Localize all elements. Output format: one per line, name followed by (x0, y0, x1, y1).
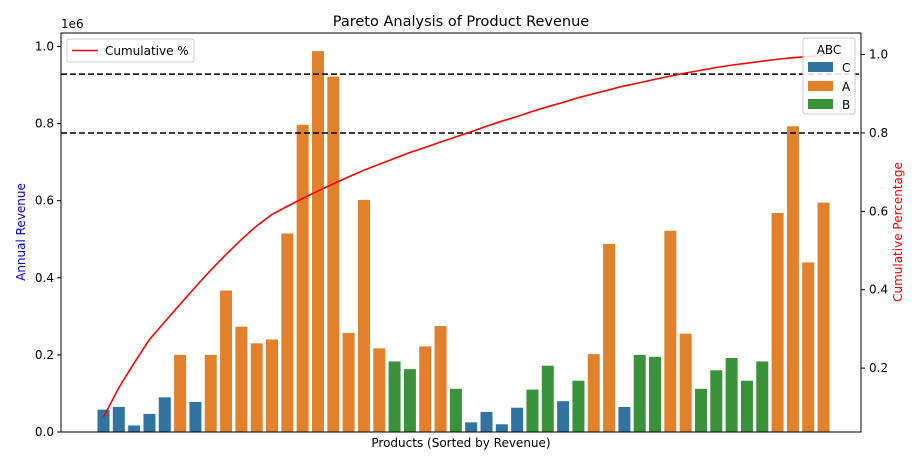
class-legend-title: ABC (817, 43, 842, 57)
y-tick-label: 1.0 (35, 39, 54, 53)
y2-tick-label: 1.0 (869, 48, 888, 62)
bar-43-class-b (740, 380, 753, 432)
legend-label-a: A (842, 80, 851, 94)
line-legend: Cumulative % (66, 38, 195, 63)
bar-41-class-b (710, 370, 723, 432)
threshold-layer (61, 73, 861, 134)
line-legend-box (66, 38, 195, 63)
bar-8-class-a (204, 354, 217, 432)
bar-6-class-a (174, 354, 187, 432)
y-tick-label: 0.0 (35, 425, 54, 439)
bar-26-class-c (480, 411, 493, 432)
y-tick-label: 0.2 (35, 348, 54, 362)
x-axis-label: Products (Sorted by Revenue) (371, 436, 550, 450)
bar-25-class-c (465, 422, 478, 432)
bar-46-class-a (786, 126, 799, 432)
legend-swatch-b (808, 99, 833, 109)
bar-33-class-a (587, 354, 600, 432)
bar-32-class-b (572, 380, 585, 432)
y-tick-label: 0.8 (35, 117, 54, 131)
y-axis-label: Annual Revenue (14, 183, 28, 281)
bar-17-class-a (342, 332, 355, 432)
y2-axis-ticks: 0.2 0.4 0.6 0.8 1.0 (861, 48, 888, 375)
bar-23-class-a (434, 325, 447, 432)
bar-48-class-a (817, 202, 830, 432)
class-legend: ABC C A B (802, 37, 856, 115)
bar-45-class-a (771, 213, 784, 432)
chart-title: Pareto Analysis of Product Revenue (333, 14, 590, 30)
y2-tick-label: 0.8 (869, 126, 888, 140)
bar-47-class-a (802, 262, 815, 432)
bar-19-class-a (373, 348, 386, 432)
bar-31-class-c (557, 401, 570, 432)
cumulative-line (102, 54, 824, 418)
line-legend-label: Cumulative % (105, 44, 189, 58)
bar-2-class-c (112, 406, 125, 432)
bar-5-class-c (158, 397, 171, 432)
bar-30-class-b (541, 365, 554, 432)
y2-tick-label: 0.2 (869, 361, 888, 375)
bar-21-class-b (403, 369, 416, 432)
y-axis-ticks: 0.0 0.2 0.4 0.6 0.8 1.0 (35, 39, 61, 439)
bar-16-class-a (327, 76, 340, 432)
bar-24-class-b (449, 388, 462, 432)
y-offset-label: 1e6 (61, 17, 84, 31)
bar-20-class-b (388, 361, 401, 432)
bar-3-class-c (128, 425, 141, 432)
bar-40-class-b (694, 388, 707, 432)
bar-12-class-a (266, 339, 279, 432)
y2-axis-label: Cumulative Percentage (891, 162, 905, 302)
bar-42-class-b (725, 357, 738, 432)
bar-11-class-a (250, 343, 263, 432)
bar-34-class-a (603, 243, 616, 432)
bar-38-class-a (664, 230, 677, 432)
bar-44-class-b (756, 361, 769, 432)
legend-label-b: B (842, 98, 850, 112)
bar-37-class-b (649, 356, 662, 432)
y-tick-label: 0.4 (35, 271, 54, 285)
cumulative-line-layer (102, 54, 824, 418)
plot-frame (60, 32, 862, 433)
legend-swatch-c (808, 62, 833, 72)
bar-14-class-a (296, 124, 309, 432)
bar-18-class-a (357, 199, 370, 432)
bar-1-class-c (97, 409, 110, 432)
bar-7-class-c (189, 401, 202, 432)
bar-13-class-a (281, 233, 294, 432)
y2-tick-label: 0.4 (869, 283, 888, 297)
bar-27-class-c (495, 424, 508, 432)
bar-28-class-c (511, 407, 524, 432)
bar-9-class-a (220, 290, 233, 432)
bar-10-class-a (235, 326, 248, 432)
bar-39-class-a (679, 333, 692, 432)
legend-swatch-a (808, 81, 833, 91)
bar-4-class-c (143, 413, 156, 432)
bar-35-class-c (618, 406, 631, 432)
y-tick-label: 0.6 (35, 194, 54, 208)
bar-22-class-a (419, 346, 432, 432)
y2-tick-label: 0.6 (869, 204, 888, 218)
bars-layer (97, 51, 830, 433)
legend-label-c: C (842, 61, 850, 75)
bar-36-class-b (633, 354, 646, 432)
bar-29-class-b (526, 389, 539, 432)
bar-15-class-a (311, 51, 324, 433)
class-legend-box (802, 37, 856, 115)
